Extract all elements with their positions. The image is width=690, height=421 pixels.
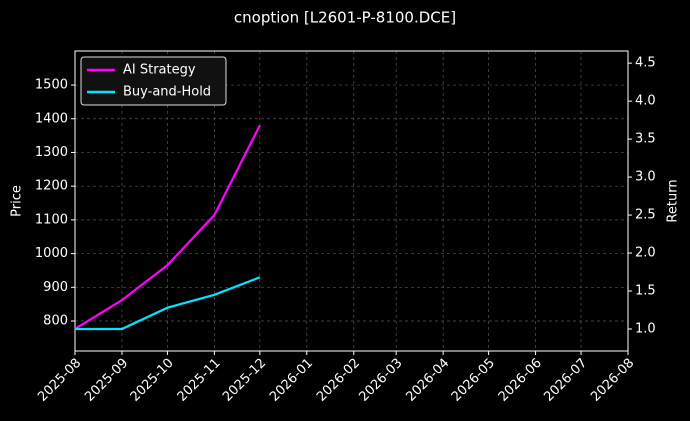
y-tick-label: 1000 — [35, 246, 68, 261]
y2-tick-label: 2.0 — [635, 246, 656, 261]
y2-tick-label: 3.5 — [635, 132, 656, 147]
legend-box — [80, 56, 227, 106]
y2-tick-label: 4.0 — [635, 94, 656, 109]
legend-label: Buy-and-Hold — [123, 85, 211, 100]
series-line — [74, 124, 261, 330]
y-tick-label: 900 — [43, 280, 68, 295]
y2-axis-label: Return — [666, 179, 681, 222]
series-line — [75, 276, 261, 331]
y2-tick-label: 1.0 — [635, 321, 656, 336]
y2-tick-label: 2.5 — [635, 208, 656, 223]
y-tick-label: 800 — [43, 314, 68, 329]
y2-tick-label: 4.5 — [635, 56, 656, 71]
y2-tick-label: 1.5 — [635, 284, 656, 299]
y-tick-label: 1100 — [35, 212, 68, 227]
legend-label: AI Strategy — [123, 63, 196, 78]
y-tick-label: 1400 — [35, 111, 68, 126]
y-tick-label: 1500 — [35, 78, 68, 93]
y-tick-label: 1300 — [35, 145, 68, 160]
y2-tick-label: 3.0 — [635, 170, 656, 185]
y-tick-label: 1200 — [35, 179, 68, 194]
plot-frame — [74, 50, 629, 352]
y-axis-label: Price — [10, 185, 25, 217]
chart-title: cnoption [L2601-P-8100.DCE] — [234, 9, 456, 27]
